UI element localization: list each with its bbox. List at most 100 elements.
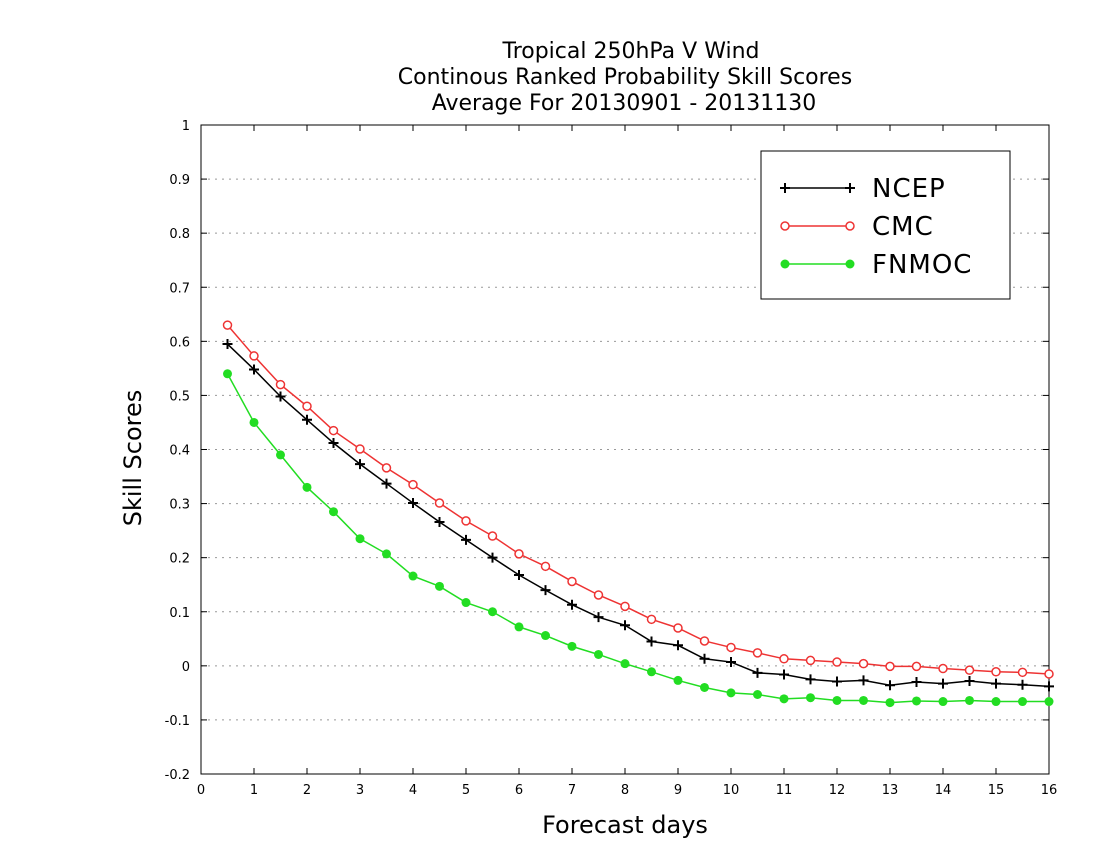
- data-point-ncep: [222, 339, 233, 350]
- legend-marker-ncep: [780, 183, 790, 193]
- data-point-cmc: [646, 614, 657, 625]
- x-tick-label: 9: [674, 783, 682, 798]
- data-point-ncep: [381, 478, 392, 489]
- data-point-ncep: [249, 364, 259, 375]
- data-point-cmc: [911, 661, 922, 672]
- data-point-fnmoc: [832, 695, 842, 705]
- data-point-cmc: [885, 661, 895, 672]
- y-tick-label: -0.2: [165, 768, 190, 783]
- data-point-fnmoc: [249, 417, 259, 427]
- data-point-fnmoc: [1044, 697, 1054, 707]
- y-tick-label: 0.6: [169, 335, 190, 350]
- data-point-fnmoc: [1018, 697, 1027, 707]
- data-point-fnmoc: [329, 507, 338, 517]
- data-point-cmc: [991, 667, 1001, 677]
- y-tick-label: 0.7: [169, 281, 190, 296]
- series-line-ncep: [226, 343, 1050, 688]
- data-point-ncep: [726, 657, 736, 668]
- y-tick-label: 0.8: [169, 227, 190, 242]
- data-point-cmc: [805, 655, 816, 666]
- data-point-fnmoc: [408, 571, 418, 581]
- legend-label-ncep: NCEP: [872, 174, 946, 204]
- axis-ticks: 0 1 2 3 4 5 6 7 8 9 10 11 12 13 14 15 16-0.2-0.100.10.20…: [165, 119, 1058, 798]
- x-tick-label: 3: [356, 783, 364, 798]
- data-point-ncep: [408, 498, 418, 509]
- legend: NCEP CMC FNMOC: [760, 150, 1011, 300]
- data-point-ncep: [911, 677, 922, 688]
- data-point-cmc: [275, 379, 286, 390]
- data-point-cmc: [540, 561, 551, 572]
- data-point-cmc: [726, 642, 736, 653]
- y-axis-label: Skill Scores: [119, 390, 147, 527]
- y-tick-label: 0: [182, 660, 190, 675]
- data-point-ncep: [355, 459, 365, 470]
- legend-marker-cmc: [845, 221, 855, 231]
- data-point-ncep: [567, 599, 577, 610]
- data-point-cmc: [328, 425, 339, 436]
- data-point-fnmoc: [647, 667, 656, 677]
- x-tick-label: 6: [515, 783, 523, 798]
- data-point-ncep: [673, 640, 683, 651]
- data-point-fnmoc: [938, 697, 948, 707]
- data-point-ncep: [302, 414, 312, 425]
- data-point-cmc: [779, 654, 789, 664]
- y-tick-label: 0.2: [169, 552, 190, 567]
- data-point-cmc: [1017, 667, 1028, 678]
- data-point-fnmoc: [700, 682, 709, 692]
- data-point-cmc: [752, 648, 763, 658]
- data-point-fnmoc: [302, 482, 312, 492]
- data-point-cmc: [249, 351, 259, 361]
- data-point-cmc: [699, 636, 710, 646]
- chart-title: Tropical 250hPa V Wind Continous Ranked …: [398, 39, 852, 116]
- x-tick-label: 0: [197, 783, 205, 798]
- series-layer: [222, 320, 1054, 708]
- x-axis-label: Forecast days: [542, 811, 708, 839]
- series-ncep: [222, 339, 1054, 692]
- y-tick-label: 0.1: [169, 606, 190, 621]
- legend-label-cmc: CMC: [872, 212, 934, 242]
- data-point-fnmoc: [514, 622, 524, 632]
- data-point-ncep: [938, 678, 948, 689]
- data-point-cmc: [408, 479, 418, 490]
- data-point-ncep: [779, 669, 789, 680]
- data-point-fnmoc: [355, 534, 365, 544]
- series-line-cmc: [226, 324, 1050, 675]
- data-point-cmc: [487, 531, 498, 541]
- data-point-cmc: [567, 576, 577, 587]
- data-point-ncep: [540, 585, 551, 596]
- data-point-cmc: [381, 463, 392, 473]
- data-point-ncep: [699, 653, 710, 664]
- title-line-1: Tropical 250hPa V Wind: [501, 39, 759, 64]
- data-point-cmc: [355, 444, 365, 454]
- data-point-fnmoc: [541, 631, 550, 641]
- x-tick-label: 4: [409, 783, 417, 798]
- data-point-ncep: [885, 680, 895, 691]
- data-point-ncep: [275, 391, 286, 402]
- data-point-ncep: [434, 516, 445, 527]
- x-tick-label: 14: [935, 783, 952, 798]
- data-point-cmc: [434, 498, 445, 508]
- legend-marker-fnmoc: [845, 259, 855, 269]
- data-point-fnmoc: [435, 581, 444, 591]
- y-tick-label: -0.1: [165, 714, 190, 729]
- data-point-ncep: [646, 636, 657, 647]
- data-point-fnmoc: [885, 698, 895, 708]
- data-point-ncep: [1017, 679, 1028, 690]
- series-cmc: [222, 320, 1054, 679]
- data-point-ncep: [752, 667, 763, 678]
- y-tick-label: 0.9: [169, 173, 190, 188]
- data-point-ncep: [805, 674, 816, 685]
- data-point-fnmoc: [779, 694, 789, 704]
- data-point-ncep: [593, 612, 604, 623]
- data-point-fnmoc: [488, 607, 497, 617]
- data-point-cmc: [222, 320, 233, 330]
- data-point-cmc: [461, 516, 471, 526]
- data-point-ncep: [964, 675, 975, 686]
- data-point-ncep: [461, 534, 471, 545]
- legend-box: [760, 150, 1011, 300]
- data-point-ncep: [858, 675, 869, 686]
- data-point-cmc: [964, 665, 975, 675]
- x-tick-label: 13: [882, 783, 899, 798]
- data-point-fnmoc: [620, 659, 630, 669]
